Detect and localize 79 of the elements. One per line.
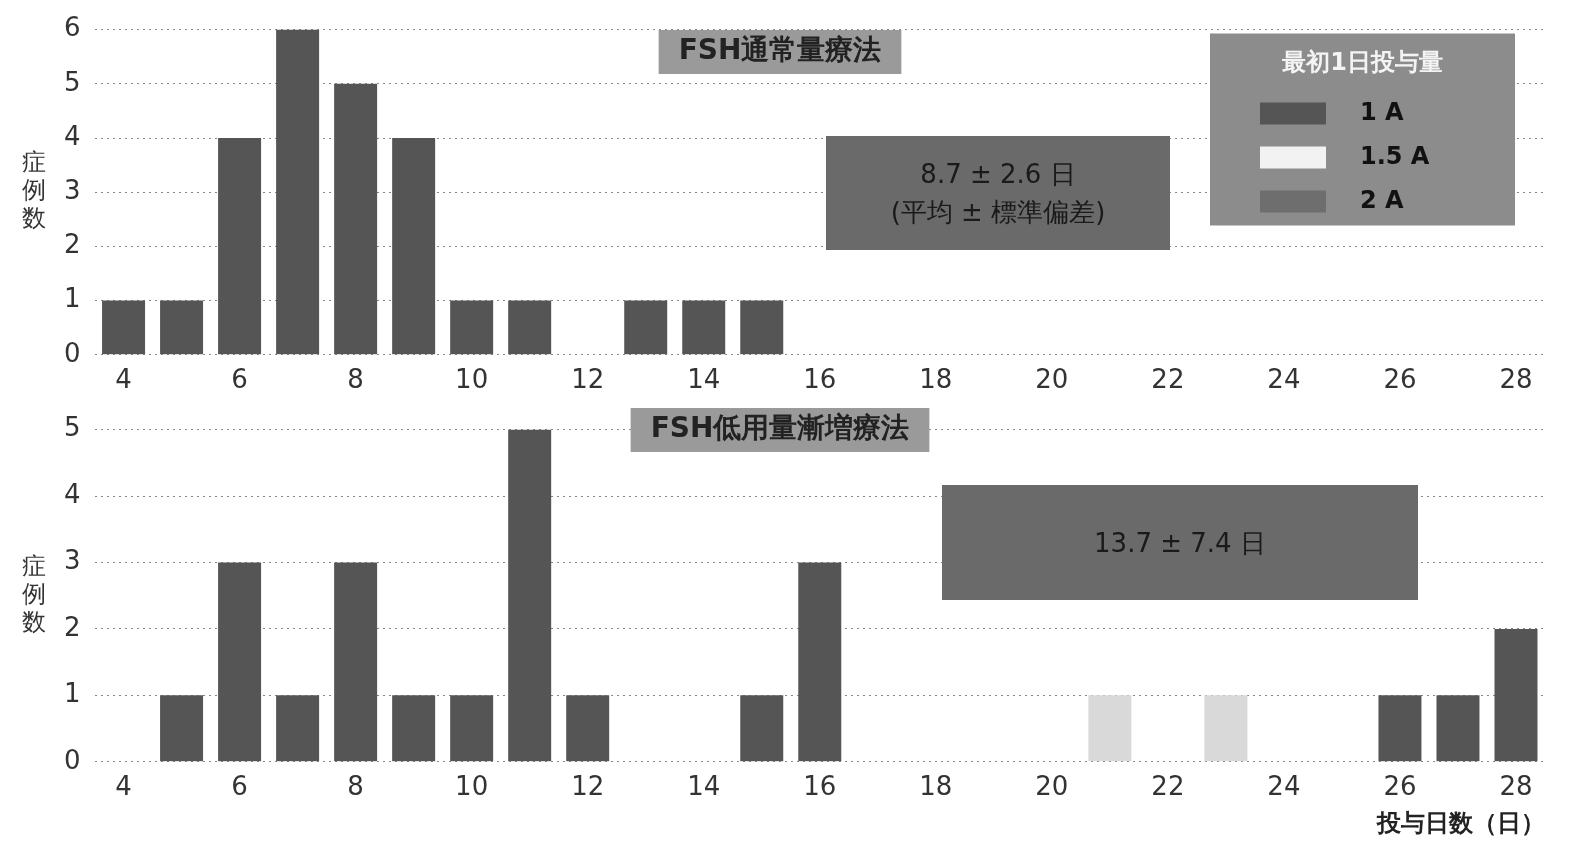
x-tick-label: 8 xyxy=(347,364,364,395)
x-tick-label: 10 xyxy=(455,364,489,395)
y-tick-label: 1 xyxy=(64,678,81,709)
bar xyxy=(334,562,378,762)
x-tick-label: 8 xyxy=(347,771,364,802)
bar xyxy=(508,300,552,355)
x-tick-label: 22 xyxy=(1151,364,1185,395)
chart-title: FSH通常量療法 xyxy=(678,33,882,67)
x-tick-label: 20 xyxy=(1035,771,1069,802)
bar xyxy=(740,300,784,355)
x-tick-label: 20 xyxy=(1035,364,1069,395)
y-tick-label: 5 xyxy=(64,412,81,443)
x-tick-label: 16 xyxy=(803,771,837,802)
bar xyxy=(1204,695,1248,762)
bar xyxy=(798,562,842,762)
x-tick-label: 14 xyxy=(687,771,721,802)
x-tick-label: 12 xyxy=(571,771,605,802)
x-tick-label: 26 xyxy=(1383,771,1417,802)
bar xyxy=(1436,695,1480,762)
bar xyxy=(1378,695,1422,762)
annotation: 13.7 ± 7.4 日 xyxy=(1094,526,1266,560)
bar xyxy=(624,300,668,355)
x-tick-label: 12 xyxy=(571,364,605,395)
y-tick-label: 3 xyxy=(64,174,81,205)
bar xyxy=(392,695,436,762)
y-tick-label: 0 xyxy=(64,744,81,775)
x-tick-label: 26 xyxy=(1383,364,1417,395)
bar xyxy=(450,695,494,762)
x-tick-label: 18 xyxy=(919,771,953,802)
bar xyxy=(160,695,204,762)
x-tick-label: 6 xyxy=(231,771,248,802)
legend-title: 最初1日投与量 xyxy=(1281,47,1443,76)
chart-title: FSH低用量漸増療法 xyxy=(650,411,910,445)
x-tick-label: 16 xyxy=(803,364,837,395)
bar xyxy=(740,695,784,762)
x-axis-title: 投与日数（日） xyxy=(1376,809,1545,838)
bar xyxy=(102,300,146,355)
annotation: (平均 ± 標準偏差) xyxy=(890,196,1106,229)
y-axis-title: 症例数 xyxy=(22,551,46,636)
bar xyxy=(508,429,552,762)
bar xyxy=(1494,628,1538,762)
legend-label: 1 A xyxy=(1360,97,1405,126)
bar xyxy=(218,138,262,355)
y-tick-label: 2 xyxy=(64,229,81,260)
x-tick-label: 24 xyxy=(1267,364,1301,395)
bar xyxy=(566,695,610,762)
bar xyxy=(276,695,320,762)
bar xyxy=(276,29,320,355)
legend-label: 2 A xyxy=(1360,185,1405,214)
bar xyxy=(334,83,378,355)
x-tick-label: 14 xyxy=(687,364,721,395)
x-tick-label: 24 xyxy=(1267,771,1301,802)
y-tick-label: 2 xyxy=(64,611,81,642)
y-tick-label: 4 xyxy=(64,120,81,151)
x-tick-label: 4 xyxy=(115,771,132,802)
annotation: 8.7 ± 2.6 日 xyxy=(920,158,1076,191)
bar xyxy=(682,300,726,355)
bar xyxy=(392,138,436,355)
y-tick-label: 5 xyxy=(64,66,81,97)
text-box: 8.7 ± 2.6 日 (平均 ± 標準偏差) xyxy=(826,136,1170,250)
y-tick-label: 3 xyxy=(64,545,81,576)
x-tick-label: 18 xyxy=(919,364,953,395)
y-tick-label: 6 xyxy=(64,12,81,43)
x-tick-label: 10 xyxy=(455,771,489,802)
x-tick-label: 28 xyxy=(1499,364,1533,395)
y-tick-label: 4 xyxy=(64,478,81,509)
bar xyxy=(160,300,204,355)
y-axis-title: 症例数 xyxy=(22,148,46,233)
x-tick-label: 6 xyxy=(231,364,248,395)
text-box: 13.7 ± 7.4 日 xyxy=(942,485,1418,600)
bar xyxy=(450,300,494,355)
bar xyxy=(1088,695,1132,762)
y-tick-label: 0 xyxy=(64,337,81,368)
x-tick-label: 28 xyxy=(1499,771,1533,802)
x-tick-label: 4 xyxy=(115,364,132,395)
legend-label: 1.5 A xyxy=(1360,141,1430,170)
y-tick-label: 1 xyxy=(64,283,81,314)
bar xyxy=(218,562,262,762)
x-tick-label: 22 xyxy=(1151,771,1185,802)
